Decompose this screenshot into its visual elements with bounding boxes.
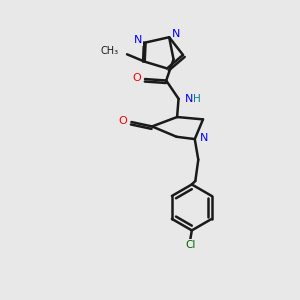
Text: Cl: Cl bbox=[185, 239, 196, 250]
Text: H: H bbox=[193, 94, 201, 104]
Text: N: N bbox=[200, 133, 208, 142]
Text: N: N bbox=[134, 35, 142, 46]
Text: O: O bbox=[133, 74, 142, 83]
Text: CH₃: CH₃ bbox=[101, 46, 119, 56]
Text: O: O bbox=[118, 116, 127, 126]
Text: N: N bbox=[172, 29, 181, 39]
Text: N: N bbox=[185, 94, 194, 104]
